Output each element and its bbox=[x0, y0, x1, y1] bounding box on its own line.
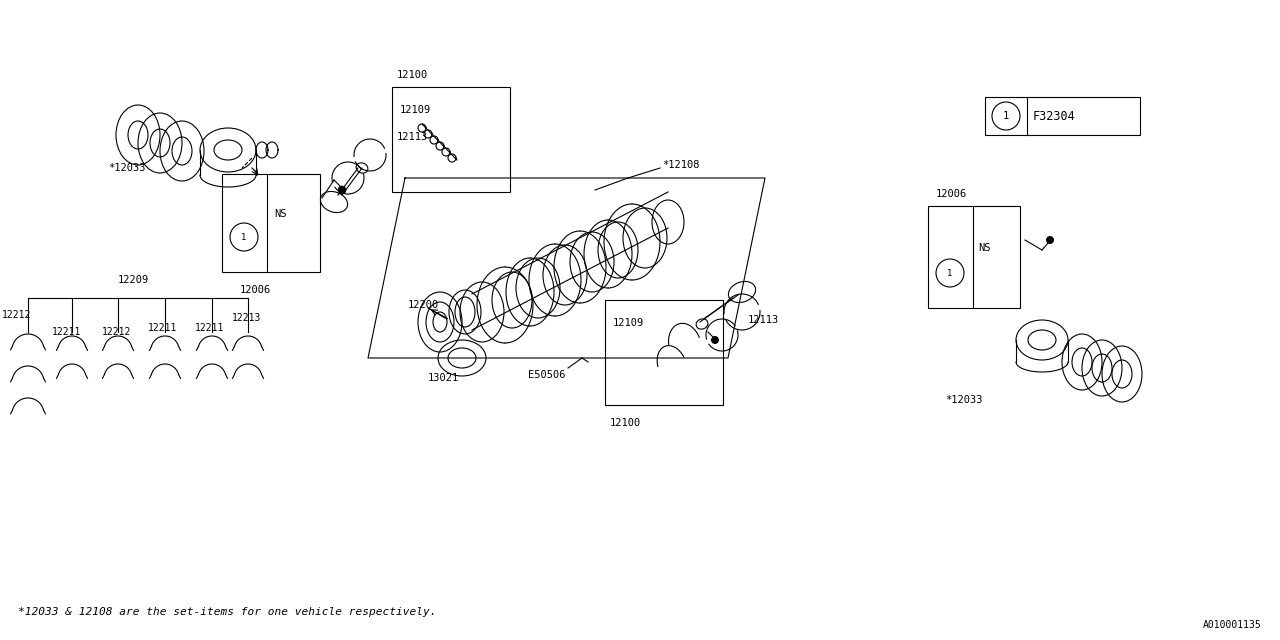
Text: E50506: E50506 bbox=[529, 370, 566, 380]
Text: 12211: 12211 bbox=[195, 323, 224, 333]
Bar bbox=[928, 206, 1020, 308]
Text: 12213: 12213 bbox=[232, 313, 261, 323]
Text: 12212: 12212 bbox=[3, 310, 32, 320]
Text: 12006: 12006 bbox=[241, 285, 271, 295]
Text: 12211: 12211 bbox=[148, 323, 178, 333]
Circle shape bbox=[710, 336, 719, 344]
Text: 12200: 12200 bbox=[408, 300, 439, 310]
Text: *12033 & 12108 are the set-items for one vehicle respectively.: *12033 & 12108 are the set-items for one… bbox=[18, 607, 436, 617]
Circle shape bbox=[1046, 236, 1053, 244]
Text: 12100: 12100 bbox=[611, 418, 641, 428]
Text: *12033: *12033 bbox=[108, 163, 146, 173]
Text: 1: 1 bbox=[1002, 111, 1009, 121]
Text: 12211: 12211 bbox=[52, 327, 82, 337]
Text: 12006: 12006 bbox=[936, 189, 968, 199]
Text: 12113: 12113 bbox=[748, 315, 780, 325]
Text: 13021: 13021 bbox=[428, 373, 460, 383]
Bar bbox=[605, 300, 723, 405]
Text: 12100: 12100 bbox=[397, 70, 429, 80]
Text: 12212: 12212 bbox=[102, 327, 132, 337]
Text: NS: NS bbox=[274, 209, 287, 219]
Text: A010001135: A010001135 bbox=[1203, 620, 1262, 630]
Bar bbox=[221, 174, 320, 272]
Text: 12109: 12109 bbox=[401, 105, 431, 115]
Text: *12033: *12033 bbox=[945, 395, 983, 405]
Text: 12109: 12109 bbox=[613, 318, 644, 328]
Text: 1: 1 bbox=[947, 269, 952, 278]
Text: NS: NS bbox=[978, 243, 991, 253]
Text: *12108: *12108 bbox=[662, 160, 699, 170]
Bar bbox=[392, 87, 509, 192]
Text: 1: 1 bbox=[242, 232, 247, 241]
Text: 12113: 12113 bbox=[397, 132, 429, 142]
Circle shape bbox=[338, 186, 346, 194]
Bar bbox=[986, 97, 1140, 135]
Text: F32304: F32304 bbox=[1033, 109, 1075, 122]
Text: 12209: 12209 bbox=[118, 275, 150, 285]
